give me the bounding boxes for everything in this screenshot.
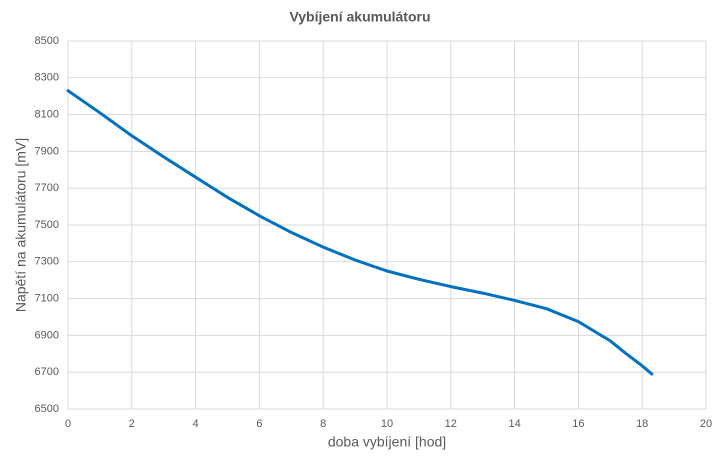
chart-title: Vybíjení akumulátoru: [289, 9, 430, 25]
x-tick-label: 14: [508, 418, 520, 430]
x-tick-label: 4: [193, 418, 199, 430]
y-tick-label: 7300: [35, 256, 59, 268]
y-tick-label: 6900: [35, 329, 59, 341]
y-tick-label: 7500: [35, 219, 59, 231]
y-tick-label: 8300: [35, 72, 59, 84]
y-tick-label: 7700: [35, 182, 59, 194]
y-tick-label: 7900: [35, 145, 59, 157]
x-tick-label: 6: [256, 418, 262, 430]
y-tick-label: 8500: [35, 35, 59, 47]
x-tick-label: 20: [700, 418, 712, 430]
y-axis-label: Napětí na akumulátoru [mV]: [13, 138, 29, 312]
x-tick-label: 12: [445, 418, 457, 430]
x-tick-label: 18: [636, 418, 648, 430]
x-tick-label: 10: [381, 418, 393, 430]
x-tick-label: 2: [129, 418, 135, 430]
data-line: [66, 89, 654, 376]
y-tick-label: 7100: [35, 293, 59, 305]
y-tick-label: 6700: [35, 366, 59, 378]
x-tick-label: 8: [320, 418, 326, 430]
x-tick-label: 16: [572, 418, 584, 430]
x-axis-label: doba vybíjení [hod]: [328, 434, 446, 450]
y-tick-label: 8100: [35, 109, 59, 121]
x-tick-label: 0: [65, 418, 71, 430]
y-tick-label: 6500: [35, 403, 59, 415]
